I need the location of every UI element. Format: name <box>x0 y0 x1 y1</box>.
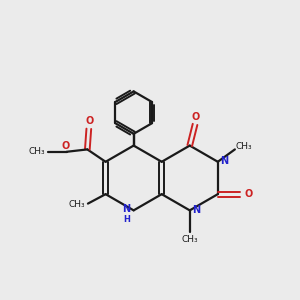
Text: N: N <box>192 206 200 215</box>
Text: N: N <box>122 204 130 214</box>
Text: O: O <box>191 112 200 122</box>
Text: O: O <box>86 116 94 126</box>
Text: H: H <box>123 215 130 224</box>
Text: O: O <box>244 189 253 199</box>
Text: O: O <box>61 141 70 151</box>
Text: CH₃: CH₃ <box>236 142 252 151</box>
Text: CH₃: CH₃ <box>68 200 85 209</box>
Text: N: N <box>220 156 228 166</box>
Text: CH₃: CH₃ <box>182 235 198 244</box>
Text: CH₃: CH₃ <box>29 147 46 156</box>
